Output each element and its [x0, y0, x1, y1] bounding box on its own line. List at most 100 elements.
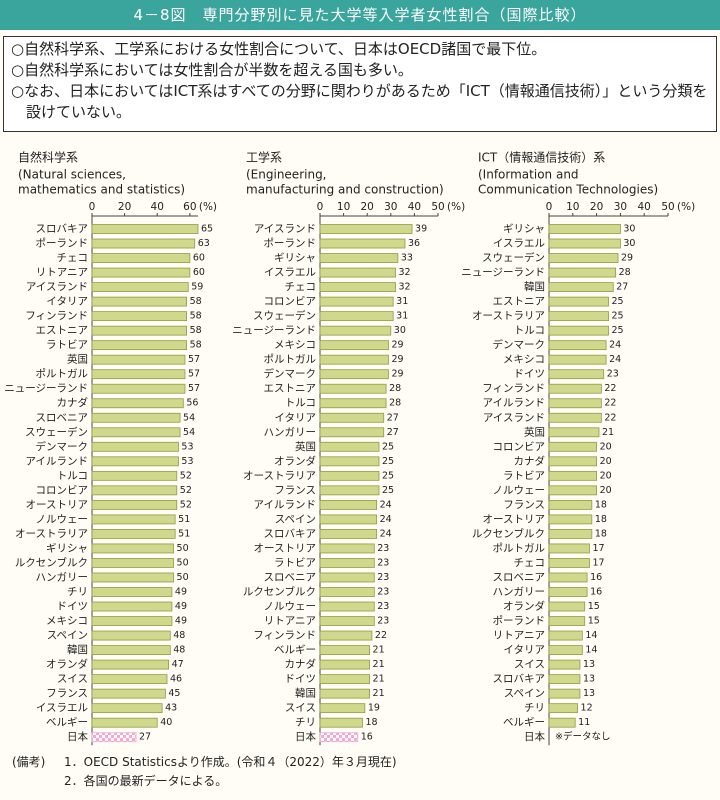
bar: [319, 311, 394, 322]
summary-item: ○自然科学系、工学系における女性割合について、日本はOECD諸国で最下位。: [11, 40, 547, 58]
category-label: ラトビア: [274, 557, 316, 569]
bar: [319, 703, 366, 714]
value-label: 15: [588, 601, 600, 612]
footer: (備考) 1．OECD Statisticsより作成。(令和４（2022）年３月現…: [12, 753, 397, 791]
value-label: 24: [609, 354, 621, 365]
bar: [91, 645, 171, 655]
category-label: 韓国: [67, 644, 88, 656]
value-label: 30: [623, 224, 635, 235]
value-label: 18: [365, 717, 377, 728]
category-label: ノルウェー: [36, 513, 89, 525]
bar: [91, 499, 178, 510]
value-label: 24: [380, 514, 392, 525]
unit-label: (%): [199, 201, 217, 213]
x-tick-label: 30: [384, 201, 397, 213]
bar: [319, 383, 387, 394]
value-label: 25: [382, 441, 394, 452]
category-label: カナダ: [57, 396, 89, 409]
category-label: 日本: [67, 730, 88, 743]
bar: [91, 688, 166, 699]
category-label: スロベニア: [36, 412, 89, 424]
bar: [91, 674, 168, 685]
bar: [91, 529, 176, 539]
panel-subtitle: mathematics and statistics): [18, 183, 185, 197]
value-label: 51: [178, 528, 190, 539]
value-label: 50: [177, 557, 189, 568]
value-label: 21: [373, 674, 385, 685]
value-label: 56: [186, 398, 198, 409]
value-label: 31: [396, 296, 408, 307]
value-label: 30: [394, 325, 406, 336]
bar: [91, 703, 163, 714]
value-label: 49: [175, 616, 187, 627]
category-label: アイスランド: [26, 281, 88, 293]
value-label: 23: [377, 543, 389, 554]
value-label: 33: [401, 253, 413, 264]
category-label: フランス: [46, 688, 88, 700]
bar: [91, 238, 196, 249]
value-label: 50: [177, 572, 189, 583]
bar: [319, 630, 373, 641]
category-label: 英国: [524, 425, 545, 438]
bar: [91, 441, 179, 452]
value-label: 36: [408, 238, 420, 249]
value-label: 22: [604, 412, 616, 423]
annotation: ※データなし: [555, 731, 610, 743]
category-label: トルコ: [514, 325, 545, 337]
category-label: スペイン: [504, 688, 545, 700]
panel-subtitle: manufacturing and construction): [246, 183, 444, 197]
panel-title: 工学系: [246, 150, 282, 165]
panel-subtitle: (Engineering,: [246, 168, 327, 182]
bar: [91, 514, 176, 525]
value-label: 17: [592, 557, 604, 568]
bar: [548, 456, 597, 467]
value-label: 40: [160, 717, 172, 728]
bar: [548, 688, 581, 699]
category-label: ラトビア: [503, 470, 545, 482]
value-label: 25: [612, 325, 624, 336]
category-label: スロベニア: [264, 571, 317, 583]
category-label: エストニア: [264, 383, 317, 395]
bar: [319, 499, 378, 510]
value-label: 53: [181, 456, 193, 467]
x-tick-label: 50: [661, 201, 674, 213]
category-label: ハンガリー: [493, 586, 546, 598]
bar: [548, 267, 617, 278]
category-label: デンマーク: [36, 440, 89, 453]
value-label: 58: [190, 325, 202, 336]
bar: [548, 224, 621, 234]
value-label: 54: [183, 412, 195, 423]
value-label: 29: [391, 369, 403, 380]
category-label: チリ: [295, 717, 316, 729]
value-label: 12: [581, 703, 593, 714]
value-label: 18: [595, 514, 607, 525]
bar: [548, 514, 593, 525]
value-label: 63: [198, 238, 210, 249]
value-label: 18: [595, 499, 607, 510]
value-label: 13: [583, 674, 595, 685]
value-label: 60: [193, 267, 205, 278]
value-label: 16: [361, 732, 373, 743]
bar: [319, 267, 396, 278]
summary-box: ○自然科学系、工学系における女性割合について、日本はOECD諸国で最下位。 ○自…: [3, 36, 717, 132]
bar: [91, 224, 199, 234]
bar: [91, 369, 186, 380]
bar: [548, 238, 621, 249]
category-label: ニュージーランド: [4, 383, 88, 395]
category-label: イタリア: [503, 644, 545, 656]
bar: [548, 674, 581, 685]
value-label: 48: [173, 630, 185, 641]
x-tick-label: 0: [317, 201, 324, 213]
x-tick-label: 10: [566, 201, 579, 213]
x-tick-label: 40: [151, 201, 164, 213]
category-label: スロベニア: [493, 571, 546, 583]
bar: [548, 717, 576, 728]
category-label: ポーランド: [264, 238, 317, 250]
bar: [91, 572, 174, 583]
category-label: エストニア: [493, 296, 546, 308]
bar: [91, 616, 173, 626]
category-label: スペイン: [47, 630, 88, 642]
category-label: ベルギー: [46, 717, 88, 729]
category-label: チェコ: [285, 281, 317, 293]
